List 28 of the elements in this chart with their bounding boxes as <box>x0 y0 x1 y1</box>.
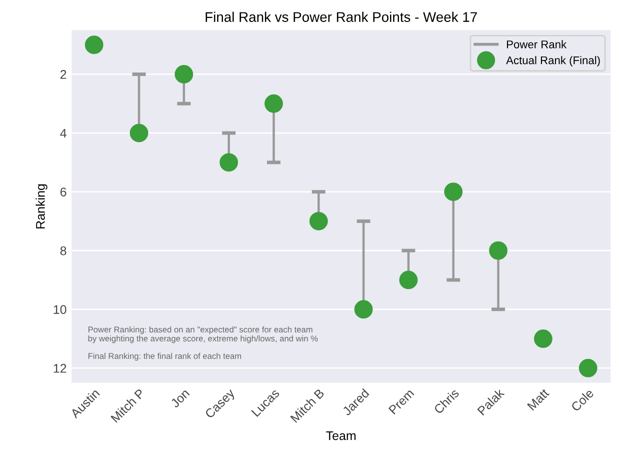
x-tick-label: Matt <box>527 388 550 411</box>
point <box>578 358 598 378</box>
x-tick-label: Cole <box>570 388 594 412</box>
point <box>444 182 463 201</box>
y-tick-label: 10 <box>54 305 66 314</box>
y-axis-title: Ranking <box>36 184 48 228</box>
x-axis-title: Team <box>326 431 356 440</box>
point <box>84 36 104 54</box>
point <box>130 124 148 142</box>
point <box>354 300 373 319</box>
annotation: Final Ranking: the final rank of each team <box>88 352 242 361</box>
legend-label: Actual Rank (Final) <box>506 56 600 66</box>
point <box>309 212 328 230</box>
annotation: Power Ranking: based on an "expected" score for each team by weighting the average score, extreme high/lows, and win % <box>88 326 318 344</box>
point <box>534 330 552 348</box>
y-tick-label: 2 <box>60 70 66 79</box>
legend-label: Power Rank <box>506 40 567 48</box>
point <box>489 241 508 260</box>
x-tick-label: Jon <box>170 388 190 408</box>
y-tick-label: 12 <box>54 364 66 373</box>
y-tick-label: 6 <box>60 188 66 196</box>
point <box>264 94 283 113</box>
point <box>220 153 238 172</box>
y-tick-label: 8 <box>60 246 66 256</box>
point <box>399 270 418 290</box>
y-tick-label: 4 <box>60 128 66 138</box>
point <box>174 65 194 84</box>
chart-title: Final Rank vs Power Rank Points - Week 17 <box>206 12 477 22</box>
